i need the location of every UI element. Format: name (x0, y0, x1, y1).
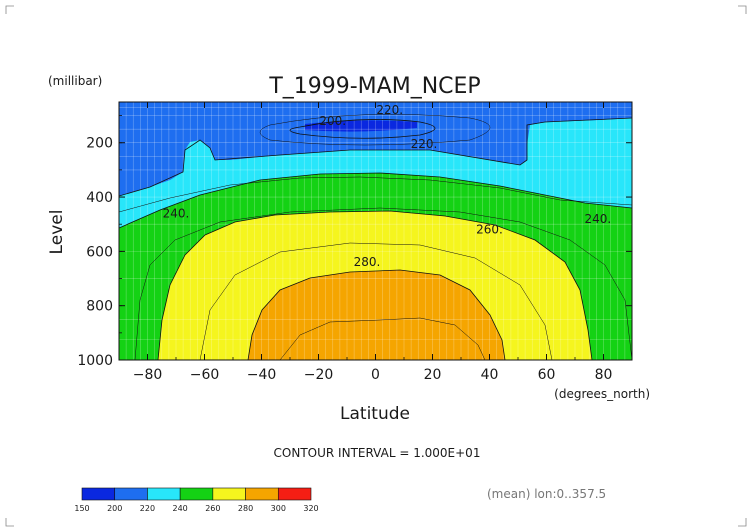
grid (119, 102, 632, 360)
fill-200-220 (119, 102, 632, 196)
mean-text: (mean) lon:0..357.5 (487, 487, 606, 501)
contour-line-290 (279, 317, 486, 360)
colorbar-tick-label: 220 (140, 504, 155, 513)
x-unit-label: (degrees_north) (554, 387, 650, 401)
contour-value-label: 220. (411, 137, 438, 151)
contour-labels: 220. 200. 220. 240. 240. 260. 280. (163, 103, 612, 269)
contour-lines (119, 114, 632, 360)
y-tick-label: 600 (86, 244, 113, 260)
x-tick-label: −80 (133, 367, 163, 383)
colorbar-swatch (245, 487, 279, 501)
contour-value-label: 220. (376, 103, 403, 117)
colorbar-tick-label: 280 (238, 504, 253, 513)
colorbar: 150 200 220 240 260 280 300 320 (74, 487, 319, 513)
fill-150-200 (305, 120, 417, 132)
colorbar-swatch (212, 487, 246, 501)
colorbar-tick-label: 150 (74, 504, 89, 513)
y-axis: 200 400 600 800 1000 (77, 115, 632, 369)
x-tick-label: −40 (247, 367, 277, 383)
y-tick-label: 1000 (77, 353, 113, 369)
colorbar-tick-label: 200 (107, 504, 122, 513)
chart-title: T_1999-MAM_NCEP (268, 74, 480, 99)
x-tick-label: 60 (538, 367, 556, 383)
contour-line-240 (119, 172, 632, 229)
contour-line-280 (247, 269, 506, 360)
contour-value-label: 200. (319, 114, 346, 128)
colorbar-swatch (277, 487, 312, 501)
x-axis: −80 −60 −40 −20 0 20 40 60 80 (118, 102, 633, 383)
x-tick-label: −20 (304, 367, 334, 383)
x-tick-label: 80 (595, 367, 613, 383)
y-tick-label: 800 (86, 299, 113, 315)
contour-line-230 (119, 176, 632, 213)
colorbar-swatch (179, 487, 214, 501)
colorbar-tick-label: 240 (173, 504, 188, 513)
colorbar-tick-label: 320 (303, 504, 318, 513)
y-tick-label: 200 (86, 136, 113, 152)
contour-interval-text: CONTOUR INTERVAL = 1.000E+01 (274, 446, 481, 460)
x-tick-label: 40 (481, 367, 499, 383)
fill-280-300 (248, 270, 505, 360)
y-axis-title: Level (47, 210, 67, 255)
contour-value-label: 240. (584, 212, 611, 226)
colorbar-tick-label: 260 (205, 504, 220, 513)
crop-marks (5, 5, 747, 527)
y-tick-label: 400 (86, 190, 113, 206)
colorbar-swatch (114, 487, 148, 501)
colorbar-swatch (81, 487, 116, 501)
contour-line-260 (157, 210, 593, 360)
contour-value-label: 260. (476, 223, 503, 237)
contour-value-label: 280. (354, 255, 381, 269)
contour-value-label: 240. (163, 206, 190, 220)
y-unit-label: (millibar) (48, 74, 102, 88)
x-tick-label: 0 (371, 367, 380, 383)
contour-line-220 (119, 117, 632, 197)
x-tick-label: 20 (424, 367, 442, 383)
colorbar-swatch (147, 487, 181, 501)
contour-line-200 (289, 119, 436, 139)
colorbar-tick-label: 300 (271, 504, 286, 513)
contour-line-210 (259, 114, 491, 146)
x-axis-title: Latitude (340, 404, 410, 424)
x-tick-label: −60 (190, 367, 220, 383)
contour-line-270 (199, 242, 553, 360)
contour-line-250 (134, 207, 632, 360)
